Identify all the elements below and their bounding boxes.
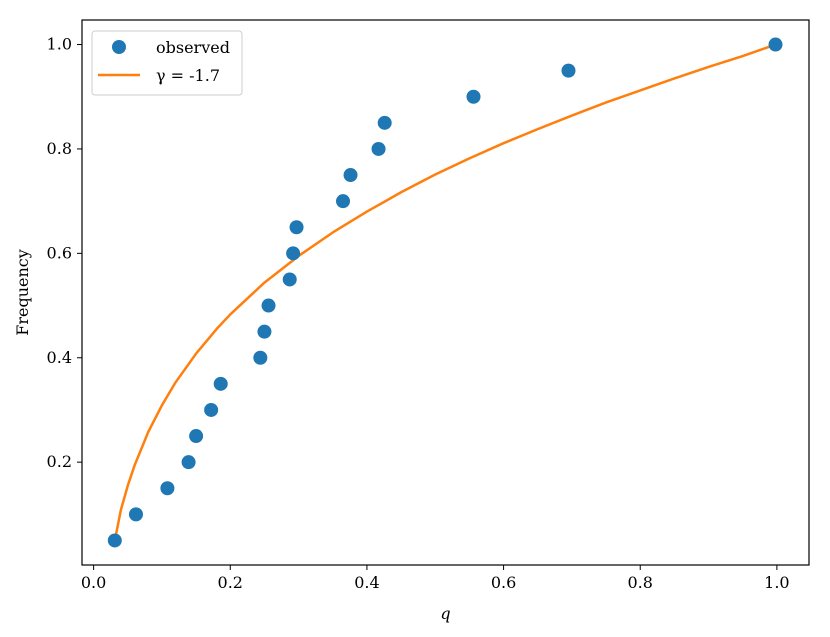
y-axis-label: Frequency bbox=[13, 249, 32, 336]
observed-point bbox=[768, 37, 783, 52]
x-tick-label: 0.6 bbox=[491, 573, 516, 592]
x-tick-label: 0.8 bbox=[628, 573, 653, 592]
observed-point bbox=[213, 376, 228, 391]
observed-point bbox=[466, 89, 481, 104]
x-axis-ticks: 0.0 0.2 0.4 0.6 0.8 1.0 bbox=[81, 565, 790, 592]
y-tick-label: 0.6 bbox=[47, 243, 72, 262]
legend-curve-label: γ = -1.7 bbox=[156, 66, 220, 85]
observed-point bbox=[261, 298, 276, 313]
axes-frame bbox=[81, 19, 810, 566]
observed-point bbox=[371, 141, 386, 156]
observed-point bbox=[282, 272, 297, 287]
observed-point bbox=[286, 246, 301, 261]
y-tick-label: 0.8 bbox=[47, 139, 72, 158]
fit-curve-layer bbox=[113, 43, 777, 542]
observed-point bbox=[336, 194, 351, 209]
legend-observed-label: observed bbox=[156, 38, 230, 57]
y-tick-label: 0.2 bbox=[47, 452, 72, 471]
x-tick-label: 0.0 bbox=[81, 573, 106, 592]
x-tick-label: 0.2 bbox=[218, 573, 243, 592]
observed-point bbox=[160, 481, 175, 496]
observed-point bbox=[377, 115, 392, 130]
observed-point bbox=[561, 63, 576, 78]
x-tick-label: 0.4 bbox=[354, 573, 379, 592]
y-tick-label: 1.0 bbox=[47, 35, 72, 54]
x-tick-label: 1.0 bbox=[764, 573, 789, 592]
observed-point bbox=[343, 168, 358, 183]
x-axis-label: q bbox=[440, 604, 450, 623]
observed-point bbox=[107, 533, 122, 548]
observed-point bbox=[289, 220, 304, 235]
observed-point bbox=[128, 507, 143, 522]
y-tick-label: 0.4 bbox=[47, 348, 72, 367]
observed-point bbox=[189, 429, 204, 444]
fit-curve-line bbox=[113, 43, 777, 542]
observed-point bbox=[253, 350, 268, 365]
legend-observed-marker bbox=[112, 40, 126, 54]
legend-box bbox=[91, 30, 243, 96]
observed-points-layer bbox=[107, 37, 783, 548]
y-axis-ticks: 0.2 0.4 0.6 0.8 1.0 bbox=[47, 35, 82, 471]
observed-point bbox=[204, 402, 219, 417]
observed-point bbox=[257, 324, 272, 339]
observed-point bbox=[181, 455, 196, 470]
legend: observed γ = -1.7 bbox=[91, 30, 243, 96]
